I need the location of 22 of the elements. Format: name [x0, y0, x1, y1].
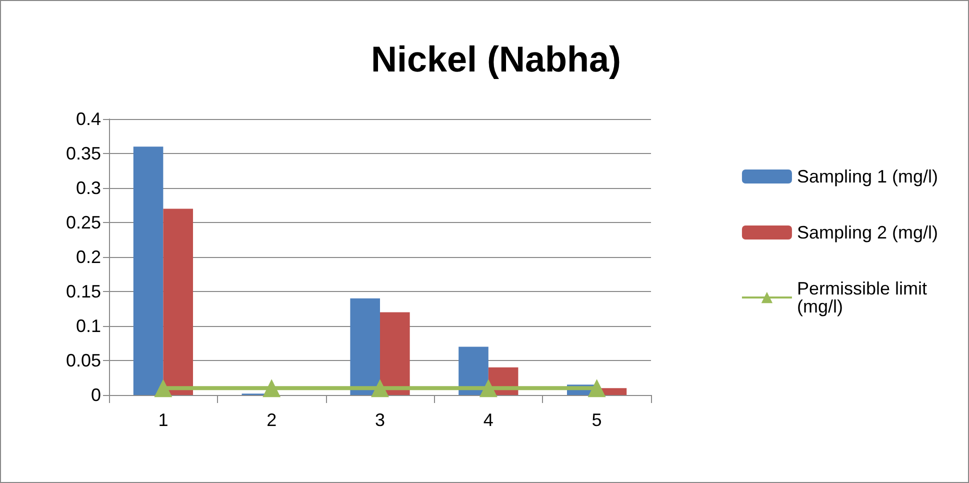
x-tick-label: 5: [592, 410, 602, 430]
y-tick-label: 0.35: [66, 144, 101, 164]
y-tick-label: 0.25: [66, 212, 101, 232]
bar: [163, 208, 194, 395]
chart-title: Nickel (Nabha): [370, 38, 622, 80]
x-tick-label: 4: [483, 410, 494, 430]
legend-label: Sampling 1 (mg/l): [796, 166, 938, 186]
legend-label: Permissible limit (mg/l): [796, 278, 927, 316]
y-tick-label: 0.05: [66, 350, 101, 370]
y-tick-label: 0.1: [76, 316, 101, 336]
bar: [133, 146, 164, 395]
y-tick-label: 0.3: [76, 178, 101, 198]
bar: [350, 298, 380, 395]
y-tick-label: 0.15: [66, 282, 101, 302]
x-tick-label: 3: [374, 410, 386, 430]
x-tick-label: 2: [266, 410, 277, 430]
y-tick-label: 0: [90, 385, 101, 405]
y-tick-label: 0.2: [76, 247, 101, 267]
x-tick-label: 1: [158, 410, 168, 430]
legend-label: Sampling 2 (mg/l): [796, 222, 938, 242]
y-tick-label: 0.4: [76, 109, 101, 129]
bar: [380, 312, 410, 395]
